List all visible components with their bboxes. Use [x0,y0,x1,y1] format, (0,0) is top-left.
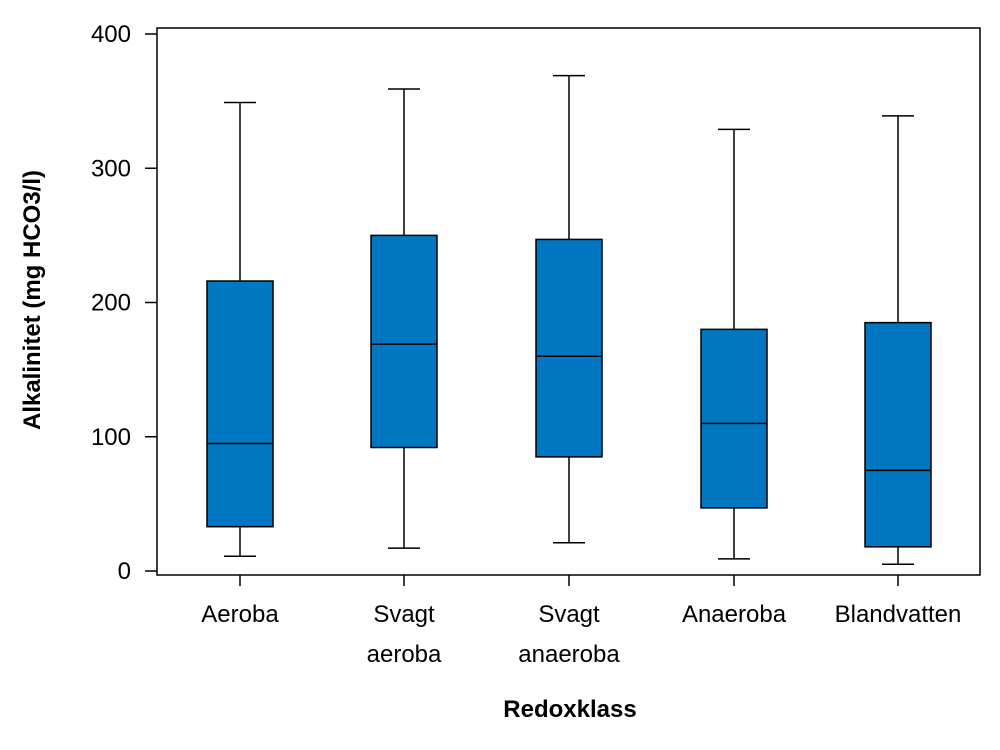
y-tick-label: 400 [91,21,131,48]
box-group [370,88,438,549]
y-axis-title: Alkalinitet (mg HCO3/l) [19,170,46,430]
box-group [700,128,768,560]
x-category-label: Blandvatten [835,601,962,628]
iqr-box [535,238,603,458]
iqr-box [700,328,768,509]
x-axis-title: Redoxklass [503,696,636,723]
x-category-label: anaeroba [518,641,620,668]
box-group [535,74,603,544]
x-category-label: Svagt [538,601,600,628]
iqr-box [370,234,438,449]
x-category-label: Anaeroba [682,601,787,628]
iqr-box [206,280,274,528]
box-group [206,101,274,557]
x-category-label: aeroba [367,641,442,668]
y-tick-label: 300 [91,155,131,182]
x-category-label: Aeroba [201,601,279,628]
x-category-label: Svagt [373,601,435,628]
y-tick-label: 200 [91,290,131,317]
y-tick-label: 0 [118,558,131,585]
y-tick-label: 100 [91,424,131,451]
iqr-box [864,321,932,548]
box-group [864,115,932,566]
